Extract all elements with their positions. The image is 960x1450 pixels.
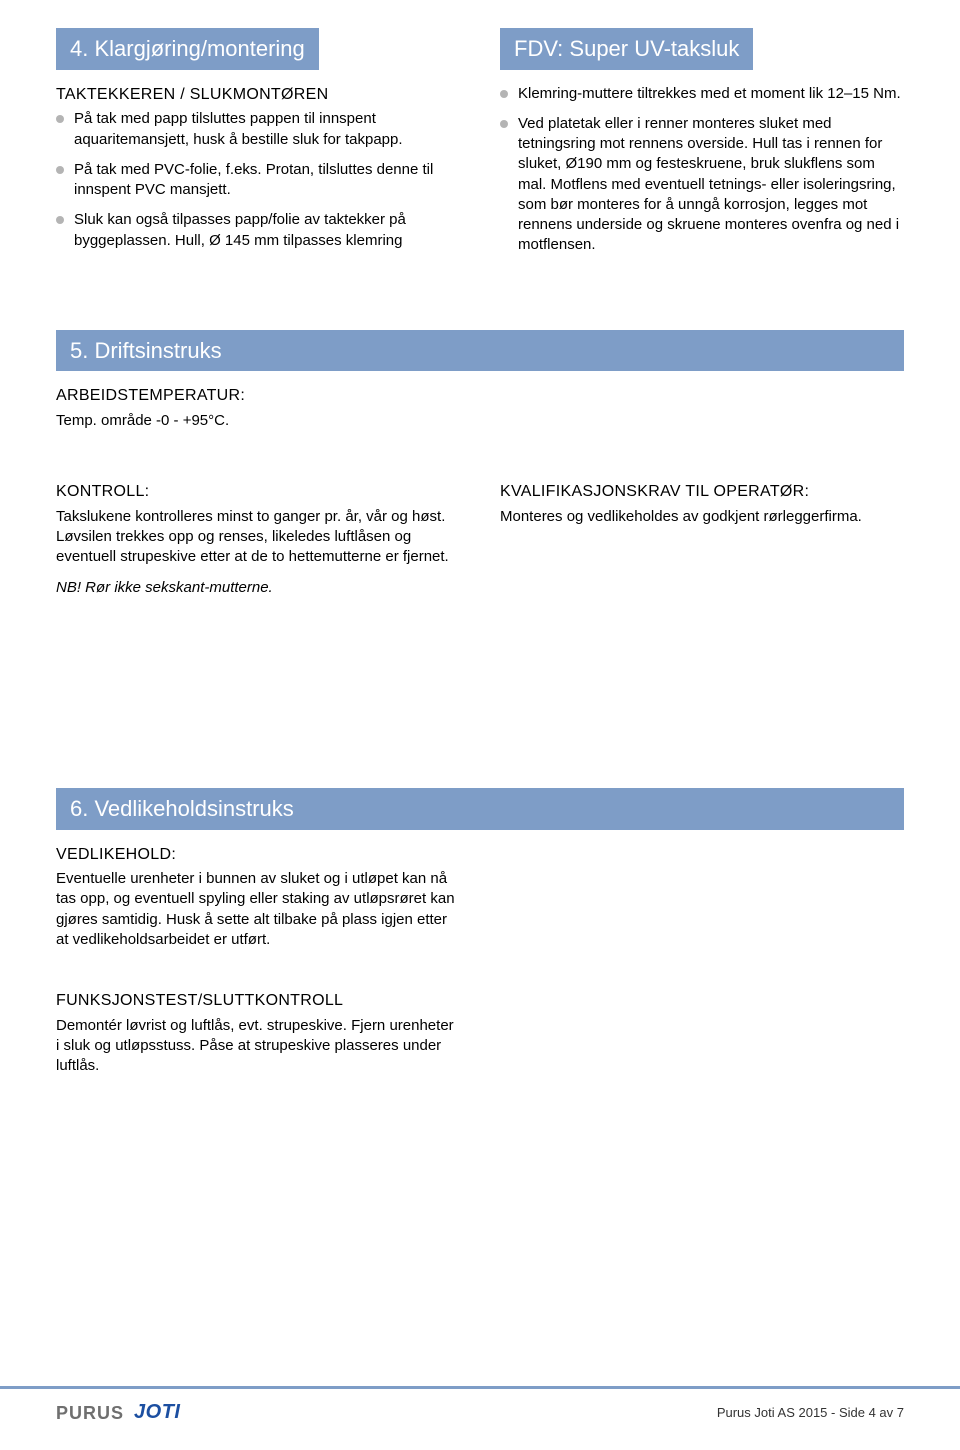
kontroll-col: KONTROLL: Takslukene kontrolleres minst … (56, 481, 460, 608)
section4-title: 4. Klargjøring/montering (56, 28, 319, 70)
spacer (56, 266, 904, 330)
vedlikehold-col: VEDLIKEHOLD: Eventuelle urenheter i bunn… (56, 844, 460, 961)
empty-col (500, 844, 904, 961)
funksjonstest-heading: FUNKSJONSTEST/SLUTTKONTROLL (56, 990, 460, 1012)
section6-row2: FUNKSJONSTEST/SLUTTKONTROLL Demontér løv… (56, 990, 904, 1086)
logo-purus: PURUS (56, 1401, 124, 1425)
vedlikehold-text: Eventuelle urenheter i bunnen av sluket … (56, 869, 460, 950)
logo-row: PURUS JOTI (56, 1399, 180, 1426)
section4-right-col: FDV: Super UV-taksluk Klemring-muttere t… (500, 28, 904, 266)
spacer (56, 441, 904, 481)
vedlikehold-heading: VEDLIKEHOLD: (56, 844, 460, 866)
bullet-item: Sluk kan også tilpasses papp/folie av ta… (56, 210, 460, 251)
section4-row: 4. Klargjøring/montering TAKTEKKEREN / S… (56, 28, 904, 266)
page-content: 4. Klargjøring/montering TAKTEKKEREN / S… (0, 0, 960, 1086)
kvalifikasjon-col: KVALIFIKASJONSKRAV TIL OPERATØR: Montere… (500, 481, 904, 608)
section4-left-col: 4. Klargjøring/montering TAKTEKKEREN / S… (56, 28, 460, 266)
section6-title: 6. Vedlikeholdsinstruks (56, 788, 904, 830)
page-footer: PURUS JOTI Purus Joti AS 2015 - Side 4 a… (0, 1386, 960, 1450)
funksjonstest-text: Demontér løvrist og luftlås, evt. strupe… (56, 1016, 460, 1077)
bullet-item: På tak med papp tilsluttes pappen til in… (56, 109, 460, 150)
kontroll-text: Takslukene kontrolleres minst to ganger … (56, 507, 460, 568)
section4-right-bullets: Klemring-muttere tiltrekkes med et momen… (500, 84, 904, 256)
kontroll-heading: KONTROLL: (56, 481, 460, 503)
empty-col (500, 990, 904, 1086)
section5-title: 5. Driftsinstruks (56, 330, 904, 372)
bullet-item: Klemring-muttere tiltrekkes med et momen… (500, 84, 904, 104)
funksjonstest-col: FUNKSJONSTEST/SLUTTKONTROLL Demontér løv… (56, 990, 460, 1086)
bullet-item: På tak med PVC-folie, f.eks. Protan, til… (56, 160, 460, 201)
section5-row2: KONTROLL: Takslukene kontrolleres minst … (56, 481, 904, 608)
kvalifikasjon-heading: KVALIFIKASJONSKRAV TIL OPERATØR: (500, 481, 904, 503)
section4-left-subheading: TAKTEKKEREN / SLUKMONTØREN (56, 84, 460, 106)
kvalifikasjon-text: Monteres og vedlikeholdes av godkjent rø… (500, 507, 904, 527)
arbeidstemp-text: Temp. område -0 - +95°C. (56, 411, 904, 431)
section6-row1: VEDLIKEHOLD: Eventuelle urenheter i bunn… (56, 844, 904, 961)
logo-joti: JOTI (134, 1399, 180, 1426)
kontroll-note: NB! Rør ikke sekskant-mutterne. (56, 578, 460, 598)
section4-left-bullets: På tak med papp tilsluttes pappen til in… (56, 109, 460, 251)
bullet-item: Ved platetak eller i renner monteres slu… (500, 114, 904, 256)
arbeidstemp-heading: ARBEIDSTEMPERATUR: (56, 385, 904, 407)
fdv-title-bar: FDV: Super UV-taksluk (500, 28, 753, 70)
spacer (56, 608, 904, 788)
page-info: Purus Joti AS 2015 - Side 4 av 7 (717, 1404, 904, 1422)
spacer (56, 960, 904, 990)
section5-body: ARBEIDSTEMPERATUR: Temp. område -0 - +95… (56, 385, 904, 431)
